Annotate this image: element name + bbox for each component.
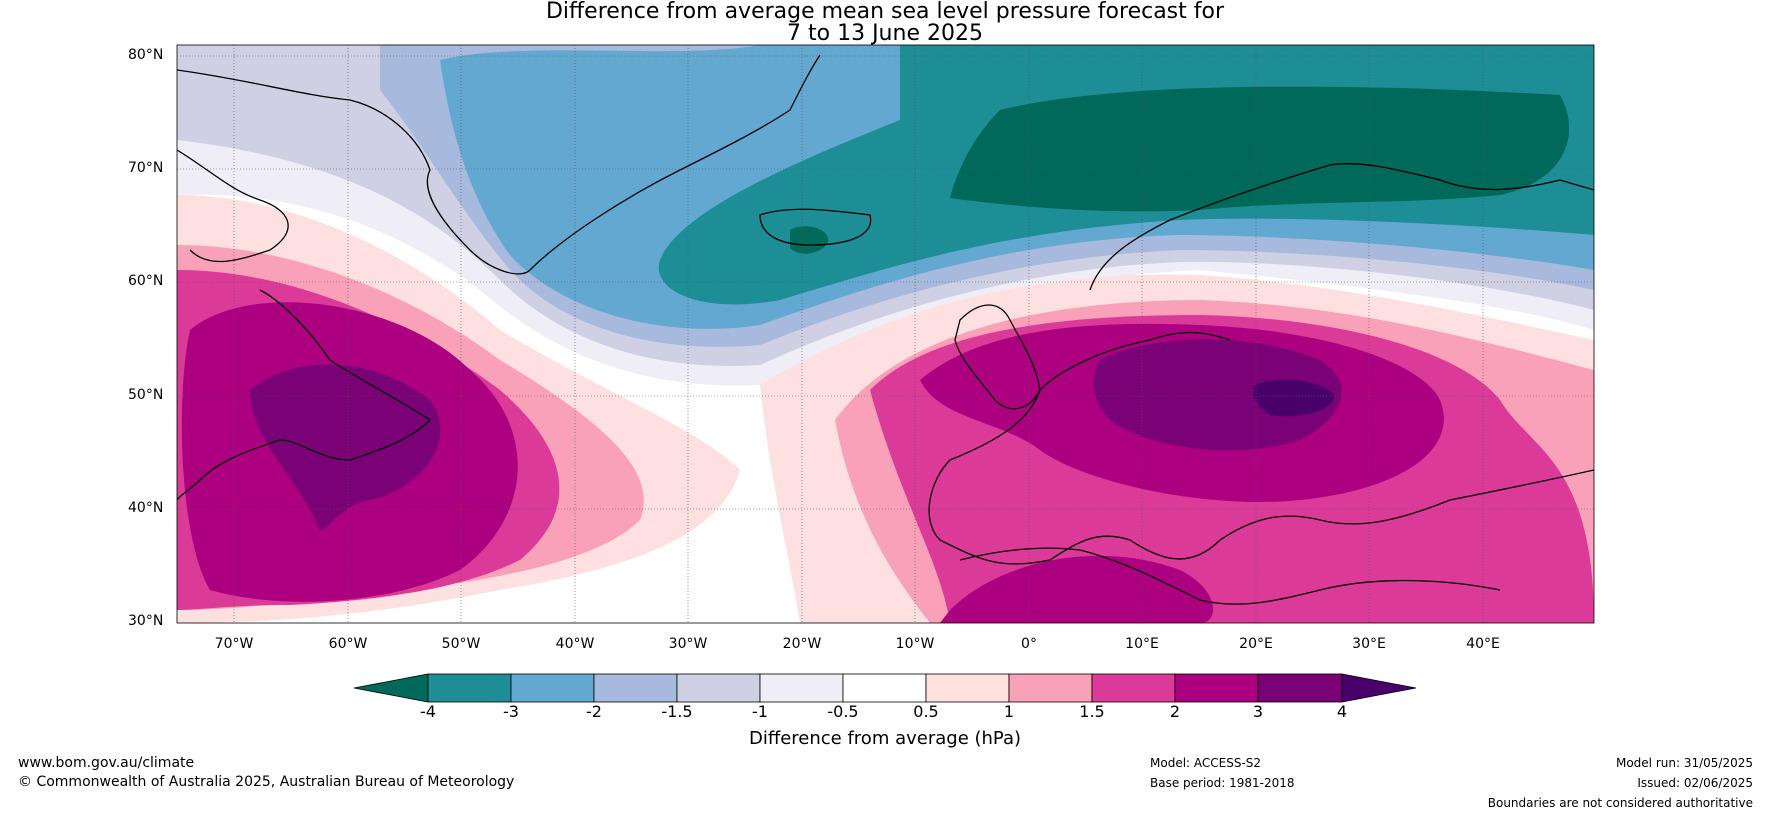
lon-label-20e: 20°E [1239,636,1273,652]
colorbar-swatch-2 [510,673,595,703]
coastlines [177,54,1594,605]
anomaly-neg-4-iceland [790,226,829,254]
chart-title-line1: Difference from average mean sea level p… [545,0,1225,24]
anomaly-neg-4 [950,86,1570,212]
lat-label-50n: 50°N [128,387,164,403]
colorbar-tick: -1 [752,702,768,721]
colorbar-tick: -3 [503,702,519,721]
colorbar-swatch-6 [842,673,927,703]
lon-label-30w: 30°W [668,636,708,652]
colorbar-swatch-gt-4 [1341,673,1417,703]
colorbar-tick: 2 [1169,702,1181,721]
map-frame [176,44,1595,624]
lat-label-40n: 40°N [128,500,164,516]
copyright-text: © Commonwealth of Australia 2025, Austra… [18,774,515,790]
lon-label-10e: 10°E [1125,636,1159,652]
lat-label-80n: 80°N [128,47,164,63]
issued-date: Issued: 02/06/2025 [1637,776,1753,790]
north-africa-coast [959,547,1501,605]
lon-label-10w: 10°W [895,636,935,652]
lat-label-60n: 60°N [128,273,164,289]
colorbar-swatch-4 [676,673,761,703]
lat-label-70n: 70°N [128,160,164,176]
website-link[interactable]: www.bom.gov.au/climate [18,755,195,771]
anomaly-pos-4-east [1253,379,1335,417]
graticule [177,45,1594,623]
colorbar-tick: -0.5 [827,702,859,721]
colorbar-tick: 4 [1336,702,1348,721]
lon-label-40e: 40°E [1466,636,1500,652]
lon-label-20w: 20°W [782,636,822,652]
colorbar-swatch-9 [1091,673,1176,703]
colorbar-swatch-1 [427,673,512,703]
colorbar-tick: 3 [1252,702,1264,721]
colorbar-tick: -2 [586,702,602,721]
colorbar-title: Difference from average (hPa) [748,728,1022,749]
colorbar-swatch-3 [593,673,678,703]
colorbar-tick: -1.5 [661,702,693,721]
iceland-coast [759,208,872,246]
model-run-date: Model run: 31/05/2025 [1615,756,1753,770]
lon-label-60w: 60°W [328,636,368,652]
anomaly-pos-2-africa [940,555,1214,623]
colorbar-swatch-lt-4 [353,673,429,703]
colorbar-swatch-5 [759,673,844,703]
model-name: Model: ACCESS-S2 [1150,756,1262,770]
scandinavia-coast [1089,163,1594,291]
anomaly-pos-3-east [1093,339,1342,451]
colorbar-swatch-8 [1008,673,1093,703]
labrador-coast [177,149,289,263]
colorbar-swatch-11 [1257,673,1343,703]
map-field [177,45,1594,623]
colorbar-tick: 1 [1003,702,1015,721]
anomaly-pos-3-west [250,364,441,530]
colorbar-swatch-7 [925,673,1010,703]
lon-label-70w: 70°W [214,636,254,652]
newfoundland-coast [177,289,432,501]
lon-label-50w: 50°W [441,636,481,652]
base-period: Base period: 1981-2018 [1150,776,1295,790]
boundaries-disclaimer: Boundaries are not considered authoritat… [1487,796,1753,810]
chart-title-line2: 7 to 13 June 2025 [787,21,983,46]
colorbar-swatch-10 [1174,673,1259,703]
lon-label-40w: 40°W [555,636,595,652]
europe-coast [928,331,1594,565]
colorbar-tick: 1.5 [1079,702,1105,721]
colorbar [353,673,1417,703]
greenland-coast [177,54,821,275]
lat-label-30n: 30°N [128,613,164,629]
lon-label-0: 0° [1021,636,1037,652]
lon-label-30e: 30°E [1352,636,1386,652]
colorbar-tick: -4 [420,702,436,721]
colorbar-tick: 0.5 [913,702,939,721]
